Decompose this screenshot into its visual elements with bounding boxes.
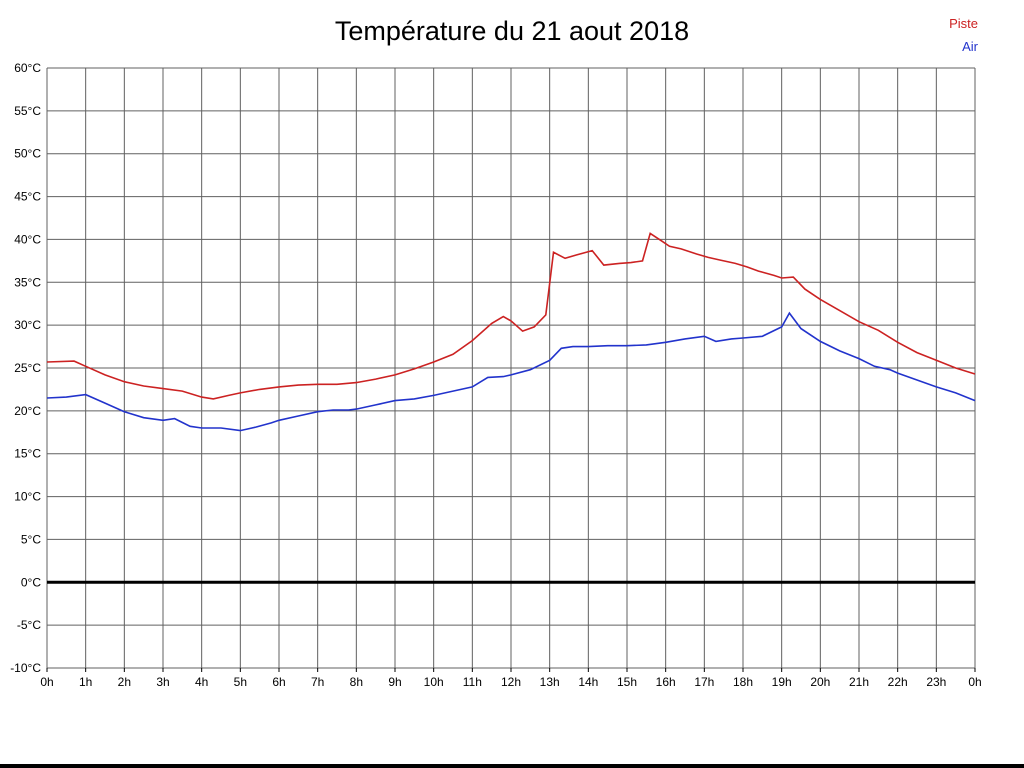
svg-text:25°C: 25°C (14, 361, 41, 375)
legend-item-piste: Piste (949, 16, 978, 31)
svg-text:14h: 14h (578, 675, 598, 689)
legend-item-air: Air (962, 39, 978, 54)
svg-text:22h: 22h (888, 675, 908, 689)
svg-text:9h: 9h (388, 675, 401, 689)
svg-text:15°C: 15°C (14, 447, 41, 461)
svg-text:10h: 10h (424, 675, 444, 689)
svg-text:-10°C: -10°C (10, 661, 41, 675)
svg-text:5h: 5h (234, 675, 247, 689)
svg-text:18h: 18h (733, 675, 753, 689)
svg-text:0°C: 0°C (21, 575, 41, 589)
svg-text:1h: 1h (79, 675, 92, 689)
svg-text:-5°C: -5°C (17, 618, 41, 632)
svg-text:3h: 3h (156, 675, 169, 689)
svg-text:55°C: 55°C (14, 104, 41, 118)
svg-text:30°C: 30°C (14, 318, 41, 332)
svg-text:5°C: 5°C (21, 532, 41, 546)
svg-text:35°C: 35°C (14, 275, 41, 289)
chart-title: Température du 21 aout 2018 (334, 16, 690, 46)
svg-text:8h: 8h (350, 675, 363, 689)
svg-text:13h: 13h (540, 675, 560, 689)
svg-text:15h: 15h (617, 675, 637, 689)
svg-text:20°C: 20°C (14, 404, 41, 418)
svg-text:45°C: 45°C (14, 190, 41, 204)
svg-text:23h: 23h (926, 675, 946, 689)
svg-text:6h: 6h (272, 675, 285, 689)
svg-text:40°C: 40°C (14, 232, 41, 246)
svg-text:16h: 16h (656, 675, 676, 689)
svg-text:7h: 7h (311, 675, 324, 689)
svg-text:20h: 20h (810, 675, 830, 689)
chart-legend: Piste Air (949, 12, 978, 58)
svg-text:12h: 12h (501, 675, 521, 689)
bottom-border (0, 764, 1024, 768)
svg-text:11h: 11h (463, 675, 482, 689)
svg-text:0h: 0h (40, 675, 53, 689)
svg-text:2h: 2h (118, 675, 131, 689)
svg-text:10°C: 10°C (14, 490, 41, 504)
svg-text:4h: 4h (195, 675, 208, 689)
svg-text:17h: 17h (694, 675, 714, 689)
svg-text:19h: 19h (772, 675, 792, 689)
svg-text:60°C: 60°C (14, 61, 41, 75)
svg-text:21h: 21h (849, 675, 869, 689)
svg-text:50°C: 50°C (14, 147, 41, 161)
svg-text:0h: 0h (968, 675, 981, 689)
